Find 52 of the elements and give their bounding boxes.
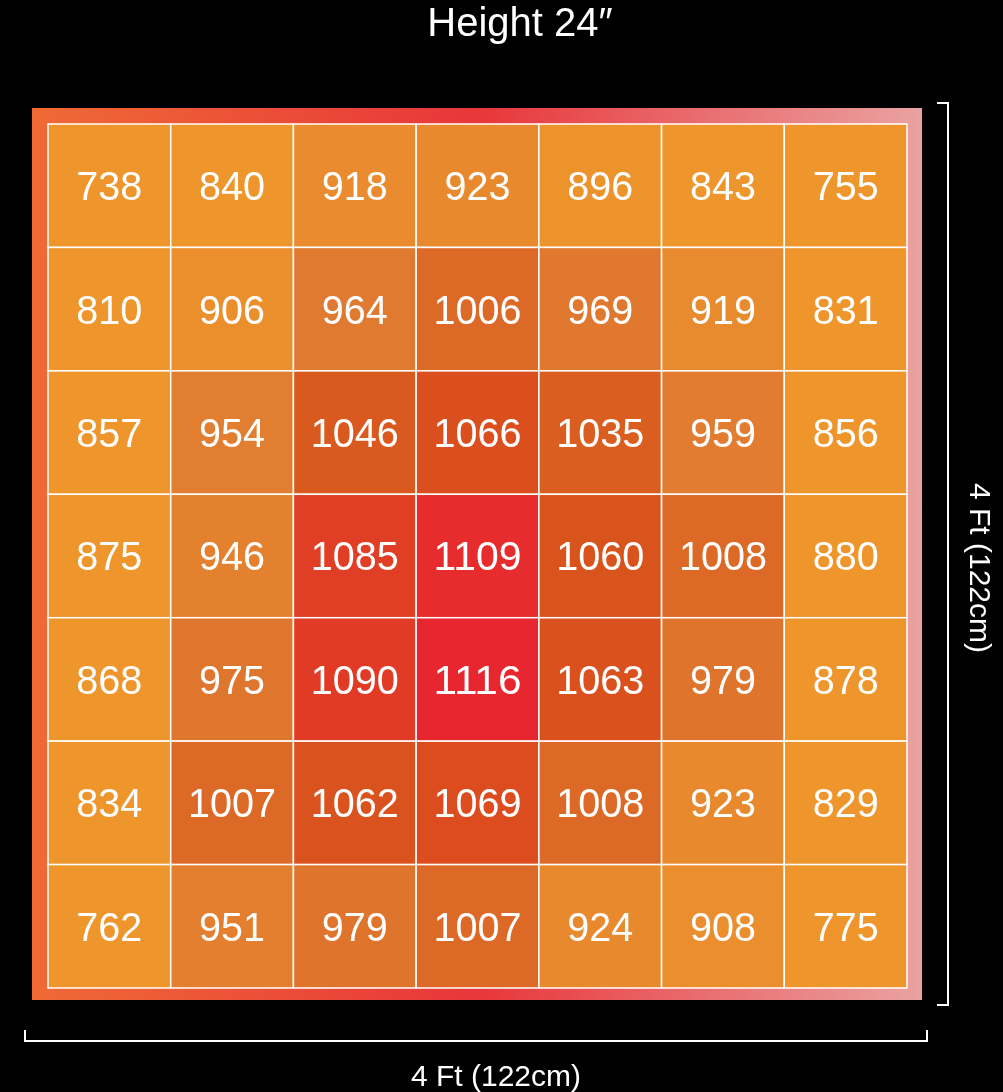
data-label: 1063 bbox=[556, 657, 646, 702]
data-label: 969 bbox=[567, 287, 634, 332]
data-label: 1060 bbox=[556, 534, 646, 579]
data-label: 1008 bbox=[556, 781, 646, 826]
data-label: 857 bbox=[76, 410, 144, 455]
data-label: 880 bbox=[812, 534, 880, 579]
data-label: 810 bbox=[76, 287, 144, 332]
data-label: 762 bbox=[76, 904, 144, 949]
data-label: 979 bbox=[321, 904, 389, 949]
data-label: 1008 bbox=[678, 534, 768, 579]
data-label: 755 bbox=[812, 164, 880, 209]
data-label: 1062 bbox=[310, 781, 400, 826]
data-label: 923 bbox=[689, 781, 757, 826]
data-label: 923 bbox=[444, 164, 512, 209]
data-label: 964 bbox=[321, 287, 389, 332]
data-label: 1035 bbox=[556, 410, 646, 455]
data-label: 831 bbox=[812, 287, 880, 332]
data-label: 1090 bbox=[310, 657, 400, 702]
data-label: 946 bbox=[199, 534, 266, 579]
data-label: 908 bbox=[689, 904, 757, 949]
data-label: 834 bbox=[76, 781, 144, 826]
x-axis-title: 4 Ft (122cm) bbox=[410, 1059, 582, 1092]
data-label: 1085 bbox=[310, 534, 400, 579]
data-label: 896 bbox=[567, 164, 634, 209]
data-label: 1069 bbox=[433, 781, 523, 826]
data-label: 1066 bbox=[433, 410, 523, 455]
data-label: 829 bbox=[812, 781, 880, 826]
data-label: 738 bbox=[76, 164, 144, 209]
data-label: 959 bbox=[689, 410, 757, 455]
data-label: 840 bbox=[199, 164, 266, 209]
data-label: 875 bbox=[76, 534, 144, 579]
data-label: 954 bbox=[199, 410, 266, 455]
data-label: 1109 bbox=[433, 534, 522, 579]
data-label: 919 bbox=[689, 287, 757, 332]
data-label: 918 bbox=[321, 164, 389, 209]
data-label: 1116 bbox=[433, 657, 522, 702]
data-label: 843 bbox=[689, 164, 757, 209]
y-axis-title: 4 Ft (122cm) bbox=[964, 482, 997, 654]
data-label: 975 bbox=[199, 657, 266, 702]
data-label: 906 bbox=[199, 287, 266, 332]
data-label: 868 bbox=[76, 657, 144, 702]
data-label: 1046 bbox=[310, 410, 400, 455]
data-label: 878 bbox=[812, 657, 880, 702]
data-label: 1007 bbox=[188, 781, 278, 826]
data-label: 856 bbox=[812, 410, 880, 455]
data-label: 979 bbox=[689, 657, 757, 702]
data-label: 951 bbox=[199, 904, 266, 949]
data-label: 1007 bbox=[433, 904, 523, 949]
data-label: 924 bbox=[567, 904, 634, 949]
data-label: 1006 bbox=[433, 287, 523, 332]
chart-title: Height 24″ bbox=[427, 0, 613, 44]
data-label: 775 bbox=[812, 904, 880, 949]
